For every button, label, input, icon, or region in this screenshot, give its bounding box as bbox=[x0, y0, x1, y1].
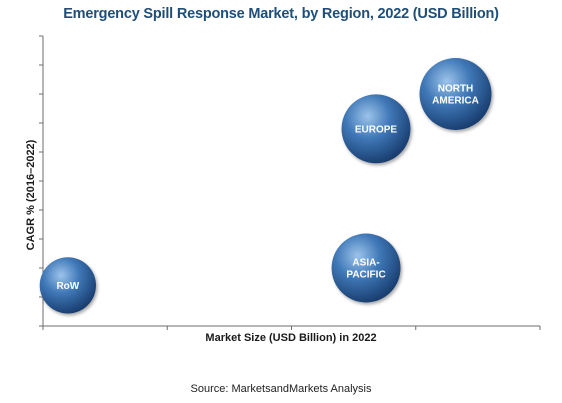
bubble-label: AMERICA bbox=[432, 96, 479, 107]
chart-title: Emergency Spill Response Market, by Regi… bbox=[63, 6, 499, 22]
bubble-label: PACIFIC bbox=[346, 270, 385, 281]
bubble-mark bbox=[419, 58, 492, 130]
x-axis-ticks bbox=[42, 326, 541, 330]
bubble-label: ASIA- bbox=[352, 258, 379, 269]
chart-source: Source: MarketsandMarkets Analysis bbox=[190, 383, 372, 395]
bubble-label: NORTH bbox=[438, 84, 474, 95]
bubble-mark bbox=[341, 94, 411, 164]
bubble-europe: EUROPE bbox=[341, 94, 411, 164]
bubble-label: EUROPE bbox=[355, 124, 398, 135]
y-axis-label: CAGR % (2016–2022) bbox=[25, 139, 37, 250]
x-axis-label: Market Size (USD Billion) in 2022 bbox=[205, 332, 376, 344]
bubble-mark bbox=[39, 257, 96, 314]
bubble-mark bbox=[331, 233, 401, 303]
bubble-label: RoW bbox=[56, 281, 79, 292]
bubble-asia-pacific: ASIA-PACIFIC bbox=[331, 233, 401, 303]
bubble-row: RoW bbox=[39, 257, 96, 314]
